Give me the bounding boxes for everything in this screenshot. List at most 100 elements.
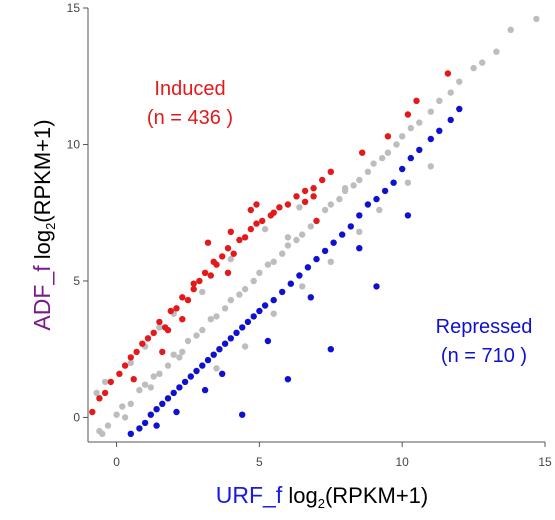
point-unchanged (376, 206, 383, 214)
point-unchanged (236, 291, 243, 298)
point-repressed (193, 367, 200, 375)
point-unchanged (533, 15, 540, 23)
point-repressed (153, 406, 160, 413)
point-repressed (404, 212, 412, 219)
point-induced (247, 225, 254, 233)
data-points (89, 15, 540, 437)
point-unchanged (156, 370, 163, 377)
point-induced (327, 168, 334, 175)
point-induced (116, 370, 123, 377)
point-unchanged (121, 414, 129, 421)
point-repressed (399, 165, 406, 173)
point-repressed (270, 296, 277, 304)
point-unchanged (356, 228, 363, 235)
point-unchanged (256, 269, 263, 276)
point-induced (96, 395, 103, 402)
point-unchanged (176, 354, 183, 361)
point-unchanged (436, 97, 443, 105)
point-repressed (153, 422, 160, 429)
point-induced (224, 245, 232, 252)
point-unchanged (147, 384, 154, 391)
point-induced (359, 149, 366, 156)
point-unchanged (127, 400, 134, 407)
x-tick-label: 15 (538, 455, 552, 469)
point-unchanged (213, 313, 220, 320)
point-induced (301, 187, 309, 195)
y-axis-title: ADF_f log2(RPKM+1) (29, 119, 58, 330)
point-unchanged (299, 283, 306, 290)
point-repressed (427, 135, 434, 143)
point-unchanged (127, 359, 134, 366)
point-repressed (147, 411, 154, 418)
point-repressed (199, 362, 206, 369)
x-axis-title-prefix: URF_f (216, 482, 283, 508)
point-unchanged (399, 133, 406, 140)
point-unchanged (207, 316, 214, 323)
point-induced (253, 220, 260, 227)
point-induced (319, 176, 326, 184)
point-unchanged (104, 422, 112, 429)
point-repressed (356, 212, 363, 219)
point-unchanged (241, 343, 249, 350)
point-repressed (264, 337, 272, 345)
y-axis-title-log: log (30, 230, 55, 265)
point-repressed (250, 313, 257, 320)
point-unchanged (321, 206, 329, 214)
point-repressed (244, 318, 252, 326)
point-induced (293, 193, 300, 200)
point-repressed (187, 373, 194, 380)
point-induced (173, 305, 180, 312)
point-repressed (239, 324, 246, 331)
point-unchanged (241, 285, 249, 293)
point-repressed (347, 223, 354, 230)
point-repressed (373, 195, 380, 203)
point-induced (196, 277, 203, 285)
point-induced (301, 198, 309, 205)
point-induced (404, 111, 412, 118)
point-unchanged (447, 89, 454, 96)
point-repressed (373, 283, 380, 290)
point-unchanged (150, 373, 157, 380)
point-unchanged (404, 179, 412, 186)
point-repressed (436, 127, 443, 134)
point-unchanged (250, 277, 257, 285)
point-induced (310, 193, 317, 200)
point-unchanged (141, 381, 149, 388)
point-induced (241, 234, 249, 241)
point-induced (164, 326, 172, 334)
x-tick-label: 0 (113, 455, 120, 469)
annotation-repressed-line2: (n = 710 ) (441, 345, 527, 367)
point-unchanged (350, 182, 357, 189)
point-unchanged (284, 234, 292, 241)
point-induced (227, 228, 234, 235)
x-axis-title-log: log (282, 483, 317, 508)
point-induced (201, 269, 209, 276)
point-unchanged (379, 154, 386, 162)
point-repressed (159, 400, 166, 407)
point-induced (310, 185, 317, 192)
point-repressed (170, 389, 177, 397)
point-unchanged (93, 389, 100, 397)
point-induced (144, 335, 152, 342)
point-induced (179, 316, 186, 323)
point-repressed (407, 154, 414, 162)
point-induced (179, 294, 186, 301)
point-repressed (201, 386, 209, 394)
point-unchanged (341, 185, 349, 192)
point-unchanged (184, 337, 192, 345)
point-repressed (356, 245, 363, 252)
point-induced (444, 70, 452, 77)
x-axis-title-subscript: 2 (318, 496, 325, 511)
y-axis-title-prefix: ADF_f (29, 265, 55, 331)
point-repressed (256, 307, 263, 315)
point-induced (190, 280, 197, 287)
point-unchanged (427, 163, 434, 170)
point-induced (413, 97, 420, 105)
point-repressed (447, 116, 454, 124)
point-unchanged (199, 326, 206, 334)
point-repressed (287, 280, 294, 287)
point-repressed (313, 255, 320, 263)
point-unchanged (456, 78, 463, 85)
point-repressed (181, 378, 189, 386)
